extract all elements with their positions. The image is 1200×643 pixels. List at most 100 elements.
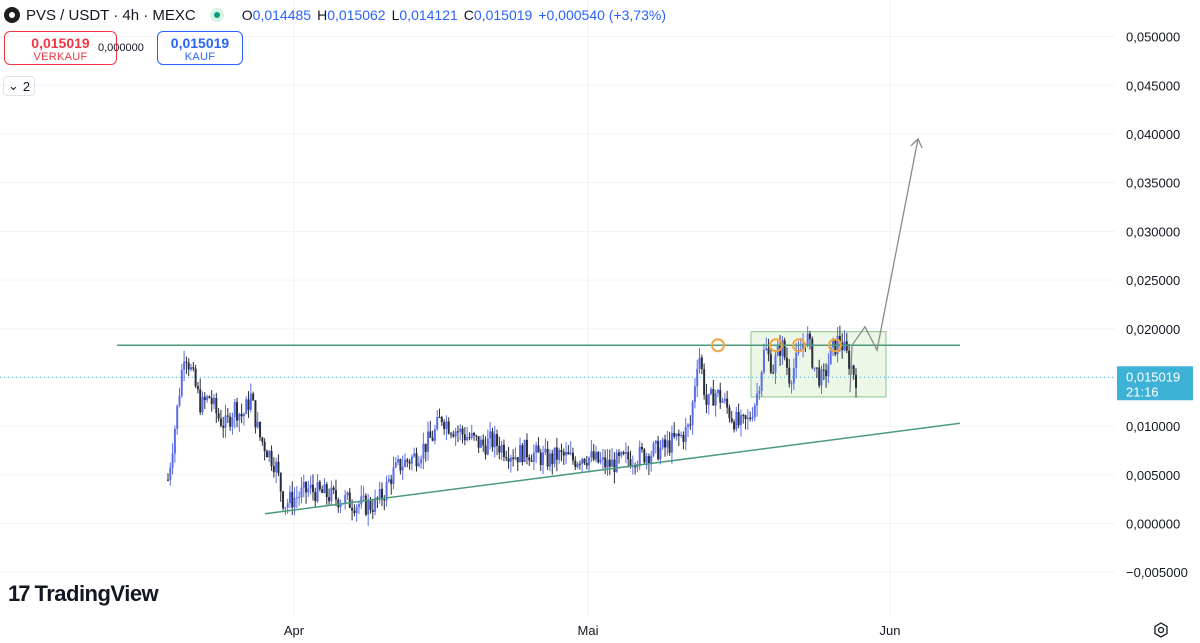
candle-body xyxy=(700,357,703,370)
candle-body xyxy=(514,457,517,460)
candle-body xyxy=(272,466,275,473)
candle-body xyxy=(710,389,713,394)
candle-body xyxy=(855,374,857,388)
candle-body xyxy=(473,433,476,436)
tradingview-logo[interactable]: 17 TradingView xyxy=(8,581,159,607)
candle-body xyxy=(429,431,432,438)
candle-body xyxy=(539,452,542,466)
candle-body xyxy=(201,396,204,413)
candle-body xyxy=(436,416,439,430)
candle-body xyxy=(318,481,321,490)
candle-body xyxy=(767,348,770,355)
candle-body xyxy=(544,448,547,453)
candle-body xyxy=(330,487,333,502)
candle-body xyxy=(450,433,453,435)
candle-body xyxy=(687,424,690,427)
candle-body xyxy=(385,481,388,501)
candle-body xyxy=(516,457,519,463)
y-tick-label: 0,010000 xyxy=(1126,419,1180,434)
resistance-test-circle xyxy=(828,338,842,353)
symbol-title[interactable]: PVS / USDT · 4h · MEXC xyxy=(26,6,196,24)
candle-body xyxy=(279,473,282,492)
candle-body xyxy=(440,417,443,423)
candle-body xyxy=(682,434,685,442)
candle-body xyxy=(852,365,855,375)
candle-body xyxy=(629,459,632,467)
candle-body xyxy=(415,453,418,467)
candle-body xyxy=(314,492,317,502)
candle-body xyxy=(739,415,742,426)
indicators-toggle[interactable]: ⌄ 2 xyxy=(3,76,35,96)
candle-body xyxy=(728,407,731,419)
gear-icon[interactable] xyxy=(1153,622,1169,638)
candle-body xyxy=(661,439,664,448)
candle-body xyxy=(645,456,648,463)
buy-price: 0,015019 xyxy=(170,35,230,51)
candle-body xyxy=(818,367,821,386)
candle-body xyxy=(509,457,512,462)
sell-button[interactable]: 0,015019 VERKAUF xyxy=(4,31,117,65)
candle-body xyxy=(183,361,186,370)
candle-body xyxy=(705,394,708,405)
candle-body xyxy=(268,450,271,458)
candle-body xyxy=(275,461,278,473)
candle-body xyxy=(808,333,811,339)
candle-body xyxy=(463,434,466,441)
candle-body xyxy=(617,452,620,456)
tradingview-mark-icon: 17 xyxy=(8,581,31,606)
candle-body xyxy=(401,466,404,471)
candle-body xyxy=(484,445,487,455)
candle-body xyxy=(848,350,851,369)
y-tick-label: 0,035000 xyxy=(1126,176,1180,191)
candle-body xyxy=(831,340,834,348)
candle-body xyxy=(263,441,266,452)
open-value: 0,014485 xyxy=(252,7,312,23)
candle-body xyxy=(353,510,356,514)
candle-body xyxy=(551,453,554,464)
candle-body xyxy=(772,372,775,374)
candle-body xyxy=(657,440,660,460)
chevron-down-icon: ⌄ xyxy=(7,78,19,93)
candle-body xyxy=(675,433,678,437)
candle-body xyxy=(548,453,551,467)
candle-body xyxy=(583,458,586,463)
candle-body xyxy=(813,367,816,369)
buy-button[interactable]: 0,015019 KAUF xyxy=(157,31,243,65)
candle-body xyxy=(213,397,216,405)
candle-body xyxy=(829,347,832,365)
candle-body xyxy=(760,372,763,391)
candle-body xyxy=(560,450,563,452)
candle-body xyxy=(307,488,310,493)
candle-body xyxy=(417,463,420,467)
close-label: C xyxy=(463,7,474,23)
candle-body xyxy=(222,425,225,428)
buy-label: KAUF xyxy=(184,51,216,63)
candle-body xyxy=(229,416,232,427)
candle-body xyxy=(714,393,717,406)
candle-body xyxy=(756,393,759,406)
candle-body xyxy=(838,335,841,343)
candle-body xyxy=(482,439,485,446)
market-status-icon[interactable] xyxy=(209,8,224,22)
candle-body xyxy=(208,396,211,399)
candle-body xyxy=(765,348,768,350)
candle-body xyxy=(659,447,662,460)
y-tick-label: 0,020000 xyxy=(1126,322,1180,337)
candle-body xyxy=(459,428,462,432)
candle-body xyxy=(537,445,540,453)
candle-body xyxy=(295,497,298,499)
tradingview-wordmark: TradingView xyxy=(34,581,159,606)
consolidation-box xyxy=(750,331,887,398)
candle-body xyxy=(567,452,570,455)
candle-body xyxy=(703,369,706,395)
candle-body xyxy=(749,417,752,419)
candle-body xyxy=(378,488,381,500)
candle-body xyxy=(231,417,234,427)
candle-body xyxy=(555,447,558,460)
candle-body xyxy=(180,369,183,396)
candle-body xyxy=(387,479,390,482)
candle-body xyxy=(238,413,241,421)
candle-body xyxy=(171,453,174,468)
candle-body xyxy=(693,386,696,403)
